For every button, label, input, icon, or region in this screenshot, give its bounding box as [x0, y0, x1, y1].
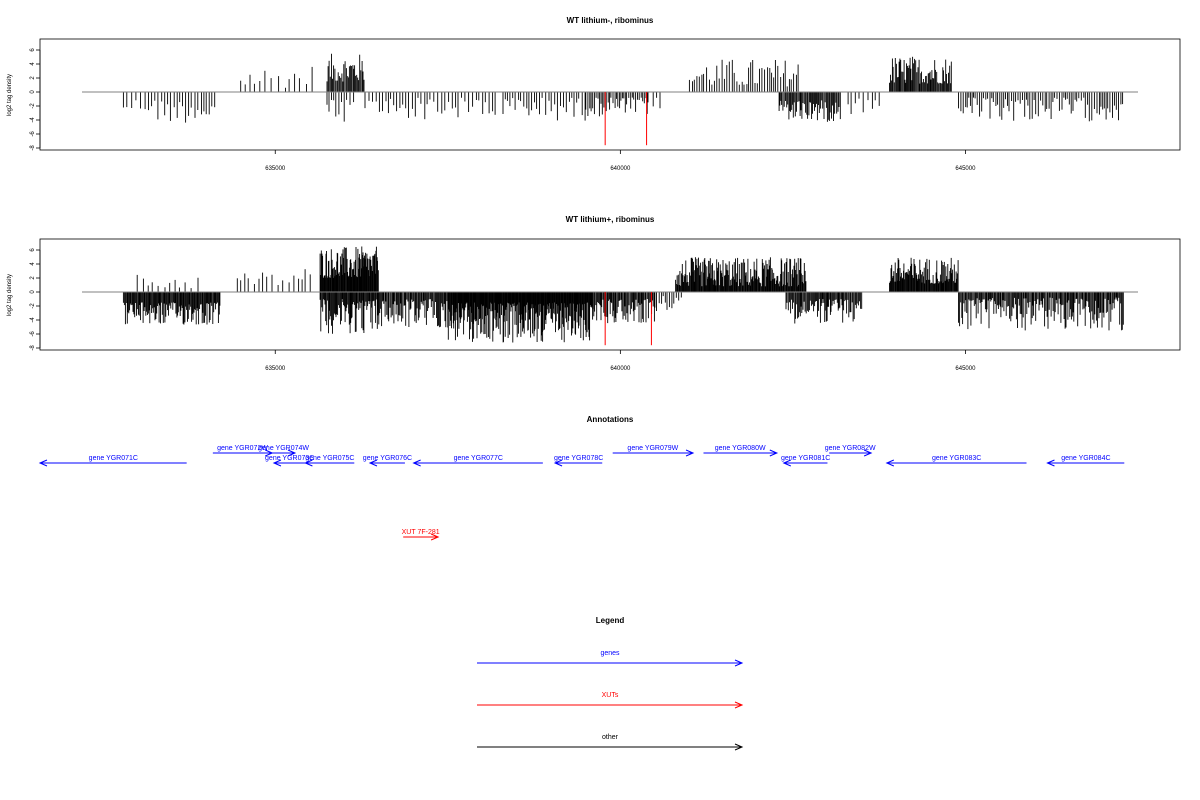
gene-arrow [553, 459, 603, 467]
gene-label: gene YGR072W [217, 445, 268, 452]
legend-item: XUTs [477, 692, 744, 709]
xut-arrow [403, 533, 440, 541]
signal-bars [82, 53, 1138, 146]
gene-label: gene YGR074W [258, 445, 309, 452]
gene-arrow [885, 459, 1027, 467]
y-tick-label: -2 [30, 103, 36, 109]
legend-item: other [477, 734, 744, 751]
gene-arrow [782, 459, 828, 467]
legend-item: genes [477, 650, 744, 667]
y-tick-label: 0 [30, 290, 36, 294]
panel-title: WT lithium-, ribominus [567, 16, 654, 25]
legend-label: genes [600, 650, 620, 657]
gene-arrow [612, 449, 695, 457]
y-tick-label: 2 [30, 76, 36, 80]
x-tick-label: 635000 [265, 366, 286, 372]
gene-arrow [38, 459, 187, 467]
y-tick-label: -8 [30, 145, 36, 151]
y-tick-label: -2 [30, 303, 36, 309]
x-tick-label: 640000 [610, 366, 631, 372]
legend-items: genes XUTs other [477, 650, 744, 751]
gene-label: gene YGR084C [1061, 455, 1110, 462]
y-tick-label: -8 [30, 345, 36, 351]
coverage-panel-lithium-plus: WT lithium+, ribominus log2 tag density … [7, 215, 1181, 372]
signal-bars [82, 246, 1138, 346]
gene-arrow [412, 459, 543, 467]
gene-arrow [829, 449, 873, 457]
gene-label: gene YGR082W [825, 445, 876, 452]
gene-label: gene YGR079W [627, 445, 678, 452]
legend-label: XUTs [602, 692, 619, 699]
gene-arrow [304, 459, 355, 467]
gene-label: gene YGR073C [265, 455, 314, 462]
xut-label: XUT 7F-281 [402, 529, 440, 536]
legend-title: Legend [596, 616, 625, 625]
gene-label: gene YGR081C [781, 455, 830, 462]
coverage-panel-lithium-minus: WT lithium-, ribominus log2 tag density … [7, 16, 1181, 172]
x-tick-label: 635000 [265, 166, 286, 172]
gene-label: gene YGR078C [554, 455, 603, 462]
x-tick-label: 645000 [955, 366, 976, 372]
gene-arrow [368, 459, 405, 467]
y-tick-label: 6 [30, 48, 36, 52]
gene-arrow [703, 449, 779, 457]
gene-arrow [272, 459, 306, 467]
y-tick-label: 0 [30, 90, 36, 94]
gene-label: gene YGR080W [715, 445, 766, 452]
x-tick-label: 640000 [610, 166, 631, 172]
gene-arrow [1046, 459, 1125, 467]
y-axis-label: log2 tag density [7, 74, 13, 116]
y-tick-label: -4 [30, 117, 36, 123]
gene-label: gene YGR071C [89, 455, 138, 462]
legend-label: other [602, 734, 619, 741]
gene-arrow [212, 449, 274, 457]
gene-label: gene YGR076C [363, 455, 412, 462]
gene-label: gene YGR083C [932, 455, 981, 462]
axes: 6 4 2 0 -2 -4 -6 -8 635000 640000 645000 [30, 48, 976, 172]
gene-arrow [272, 449, 297, 457]
y-tick-label: -4 [30, 317, 36, 323]
y-tick-label: 4 [30, 62, 36, 66]
legend: Legend genes XUTs other [477, 616, 744, 751]
gene-label: gene YGR077C [454, 455, 503, 462]
y-tick-label: -6 [30, 331, 36, 337]
annotations-title: Annotations [587, 415, 634, 424]
gene-label: gene YGR075C [305, 455, 354, 462]
y-tick-label: 6 [30, 248, 36, 252]
panel-title: WT lithium+, ribominus [566, 215, 655, 224]
y-tick-label: 2 [30, 276, 36, 280]
y-tick-label: 4 [30, 262, 36, 266]
x-tick-label: 645000 [955, 166, 976, 172]
y-axis-label: log2 tag density [7, 274, 13, 316]
axes: 6 4 2 0 -2 -4 -6 -8 635000 640000 645000 [30, 248, 976, 372]
y-tick-label: -6 [30, 131, 36, 137]
